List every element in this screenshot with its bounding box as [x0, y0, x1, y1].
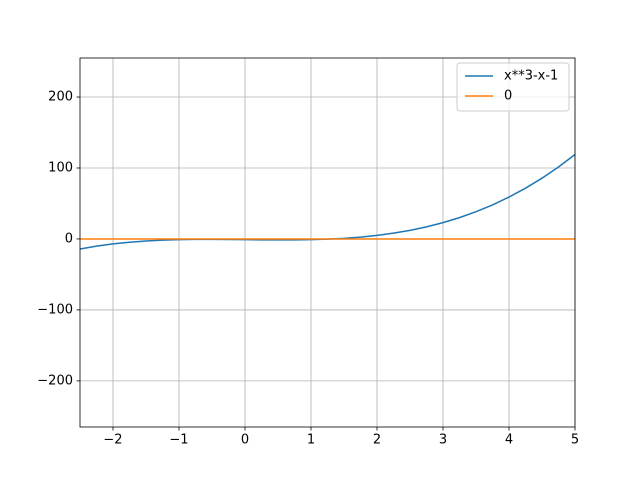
y-tick-label: 100	[48, 160, 73, 175]
y-tick-label: 0	[65, 231, 73, 246]
x-tick-label: 2	[373, 433, 381, 448]
plot-area	[80, 58, 575, 427]
y-tick-label: −100	[37, 302, 73, 317]
legend-box	[456, 62, 570, 112]
x-tick-label: 3	[439, 433, 447, 448]
legend-label: 0	[504, 89, 512, 104]
legend-label: x**3-x-1	[504, 69, 558, 84]
x-tick-label: −2	[103, 433, 122, 448]
x-tick-label: −1	[169, 433, 188, 448]
x-tick-label: 5	[571, 433, 579, 448]
y-tick-label: 200	[48, 90, 73, 105]
y-tick-label: −200	[37, 373, 73, 388]
axes-frame	[79, 57, 576, 428]
x-tick-label: 4	[505, 433, 513, 448]
x-tick-label: 1	[307, 433, 315, 448]
x-tick-label: 0	[241, 433, 249, 448]
